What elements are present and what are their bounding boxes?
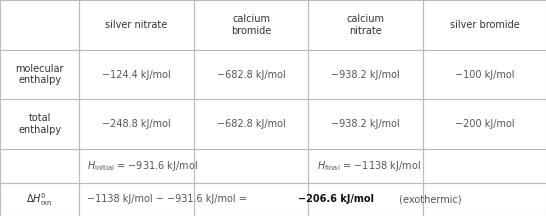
Bar (423, 0, 546, 50)
Bar (308, 99, 423, 149)
Bar (423, 183, 546, 216)
Bar (423, 149, 546, 183)
Text: −682.8 kJ/mol: −682.8 kJ/mol (217, 70, 286, 79)
Bar (0, 99, 79, 149)
Text: molecular
enthalpy: molecular enthalpy (15, 64, 64, 85)
Bar (0, 183, 79, 216)
Bar (308, 183, 423, 216)
Text: $H_{\rm initial}$ = −931.6 kJ/mol: $H_{\rm initial}$ = −931.6 kJ/mol (87, 159, 198, 173)
Text: −248.8 kJ/mol: −248.8 kJ/mol (102, 119, 171, 129)
Bar (423, 99, 546, 149)
Bar (194, 99, 308, 149)
Bar (79, 149, 194, 183)
Text: silver nitrate: silver nitrate (105, 20, 168, 30)
Text: calcium
bromide: calcium bromide (231, 14, 271, 36)
Bar (79, 99, 194, 149)
Text: (exothermic): (exothermic) (396, 194, 461, 204)
Bar (308, 149, 423, 183)
Bar (194, 183, 308, 216)
Bar (0, 0, 79, 50)
Text: calcium
nitrate: calcium nitrate (347, 14, 385, 36)
Text: −100 kJ/mol: −100 kJ/mol (455, 70, 514, 79)
Bar (0, 50, 79, 99)
Bar (79, 183, 194, 216)
Text: −1138 kJ/mol − −931.6 kJ/mol =: −1138 kJ/mol − −931.6 kJ/mol = (87, 194, 251, 204)
Bar (194, 50, 308, 99)
Text: silver bromide: silver bromide (450, 20, 519, 30)
Bar (308, 50, 423, 99)
Bar (0, 149, 79, 183)
Text: $\Delta H^0_{\rm rxn}$: $\Delta H^0_{\rm rxn}$ (26, 191, 53, 208)
Text: total
enthalpy: total enthalpy (18, 113, 61, 135)
Text: −682.8 kJ/mol: −682.8 kJ/mol (217, 119, 286, 129)
Bar (79, 0, 194, 50)
Bar (423, 50, 546, 99)
Bar (194, 149, 308, 183)
Text: $H_{\rm final}$ = −1138 kJ/mol: $H_{\rm final}$ = −1138 kJ/mol (317, 159, 420, 173)
Bar (194, 0, 308, 50)
Text: −938.2 kJ/mol: −938.2 kJ/mol (331, 70, 400, 79)
Text: −200 kJ/mol: −200 kJ/mol (455, 119, 514, 129)
Text: −938.2 kJ/mol: −938.2 kJ/mol (331, 119, 400, 129)
Text: −206.6 kJ/mol: −206.6 kJ/mol (298, 194, 373, 204)
Text: −124.4 kJ/mol: −124.4 kJ/mol (102, 70, 171, 79)
Bar (79, 50, 194, 99)
Bar (308, 0, 423, 50)
